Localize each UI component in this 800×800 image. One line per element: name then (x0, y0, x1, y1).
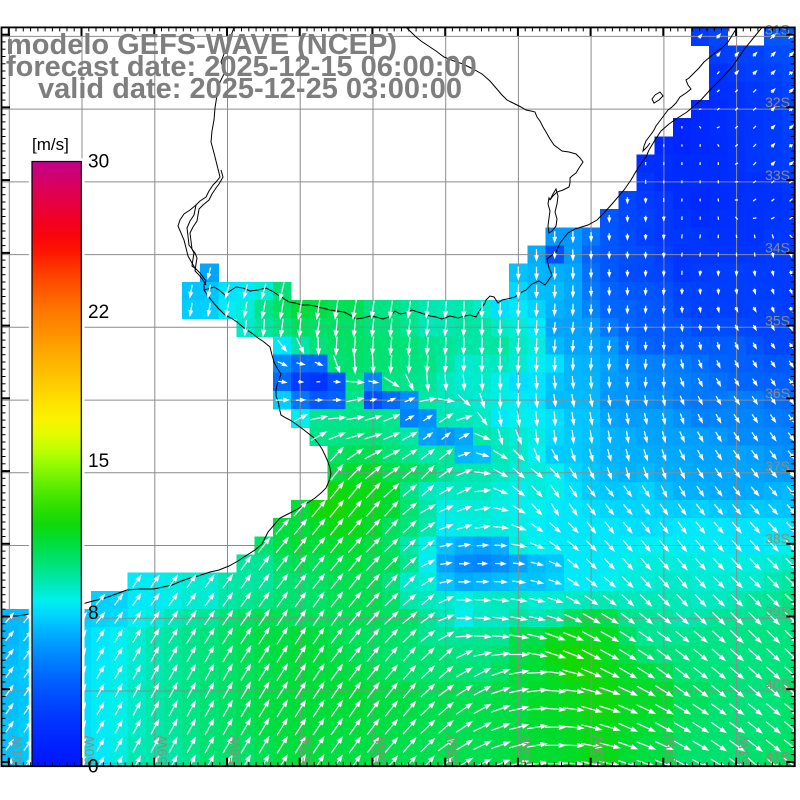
svg-text:forecast date: 2025-12-15 06:0: forecast date: 2025-12-15 06:00:00 (6, 51, 477, 83)
svg-text:56W: 56W (372, 735, 388, 765)
svg-text:55W: 55W (445, 735, 461, 765)
svg-text:[m/s]: [m/s] (32, 135, 69, 154)
svg-text:37S: 37S (765, 458, 790, 474)
svg-text:22: 22 (88, 302, 109, 323)
svg-text:8: 8 (88, 603, 99, 624)
svg-text:39S: 39S (765, 603, 790, 619)
svg-text:54W: 54W (517, 735, 533, 765)
svg-text:57W: 57W (299, 735, 315, 765)
svg-text:32S: 32S (765, 94, 790, 110)
svg-text:53W: 53W (590, 735, 606, 765)
svg-text:41S: 41S (765, 749, 790, 765)
svg-text:36S: 36S (765, 385, 790, 401)
svg-text:61W: 61W (8, 735, 24, 765)
svg-text:58W: 58W (227, 735, 243, 765)
svg-text:modelo GEFS-WAVE (NCEP): modelo GEFS-WAVE (NCEP) (6, 29, 397, 61)
svg-text:34S: 34S (765, 240, 790, 256)
svg-text:30: 30 (88, 152, 109, 173)
svg-text:38S: 38S (765, 531, 790, 547)
svg-text:40S: 40S (765, 676, 790, 692)
svg-text:15: 15 (88, 451, 109, 472)
svg-text:51W: 51W (736, 735, 752, 765)
svg-text:60W: 60W (81, 735, 97, 765)
svg-text:59W: 59W (154, 735, 170, 765)
svg-text:52W: 52W (663, 735, 679, 765)
svg-text:0: 0 (88, 756, 99, 777)
svg-text:31S: 31S (765, 21, 790, 37)
svg-text:valid date: 2025-12-25 03:00:0: valid date: 2025-12-25 03:00:00 (38, 73, 462, 105)
svg-text:33S: 33S (765, 167, 790, 183)
svg-text:35S: 35S (765, 312, 790, 328)
